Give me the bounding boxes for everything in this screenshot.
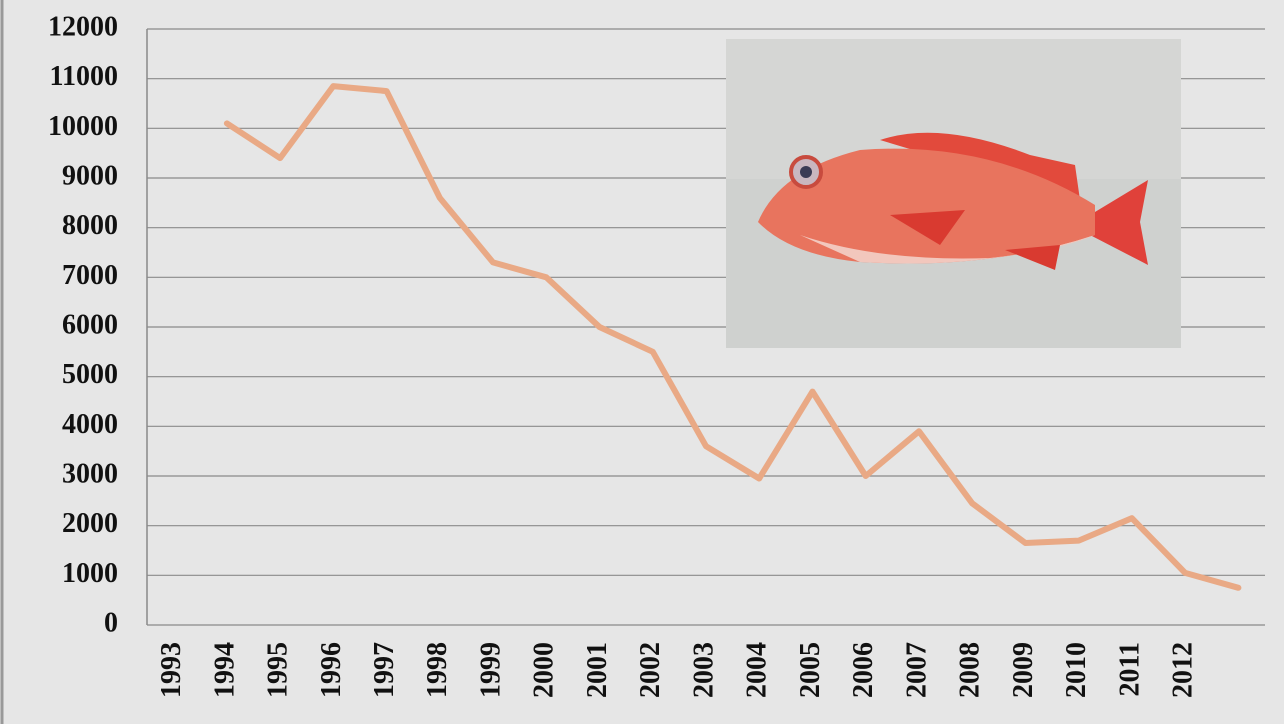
y-tick-label: 7000 [62, 260, 118, 291]
x-tick-label: 1997 [369, 642, 400, 698]
y-tick-label: 11000 [50, 61, 118, 92]
x-tick-label: 2009 [1008, 642, 1039, 698]
x-tick-label: 2007 [901, 642, 932, 698]
fish-belly [800, 235, 1095, 264]
x-tick-label: 2012 [1168, 642, 1199, 698]
y-tick-label: 1000 [62, 558, 118, 589]
y-tick-label: 2000 [62, 508, 118, 539]
plot: 0 1000 2000 3000 4000 5000 6000 7000 8000 9000 100… [48, 11, 1265, 698]
y-tick-label: 3000 [62, 458, 118, 489]
x-tick-label: 1993 [156, 642, 187, 698]
data-line [223, 83, 1242, 591]
x-tick-label: 2010 [1061, 642, 1092, 698]
x-tick-label: 2001 [582, 642, 613, 698]
y-tick-label: 6000 [62, 309, 118, 340]
x-tick-label: 2002 [635, 642, 666, 698]
fish-anal-fin [1005, 245, 1060, 270]
fish-photo [726, 39, 1181, 348]
fish-pectoral [890, 210, 965, 245]
x-tick-label: 2004 [742, 642, 773, 698]
y-tick-label: 4000 [62, 409, 118, 440]
y-tick-label: 5000 [62, 359, 118, 390]
fish-body [758, 148, 1095, 264]
x-tick-label: 1995 [263, 642, 294, 698]
y-tick-label: 8000 [62, 210, 118, 241]
x-tick-label: 2003 [688, 642, 719, 698]
x-tick-label: 1998 [422, 642, 453, 698]
x-tick-label: 2006 [848, 642, 879, 698]
fish-tail [1090, 180, 1148, 265]
x-tick-label: 1994 [209, 642, 240, 698]
y-tick-label: 12000 [48, 11, 118, 42]
x-tick-label: 1996 [316, 642, 347, 698]
y-tick-label: 10000 [48, 111, 118, 142]
x-tick-label: 2011 [1114, 642, 1145, 696]
x-tick-label: 2008 [955, 642, 986, 698]
fish-pupil [800, 166, 812, 178]
y-tick-label: 9000 [62, 160, 118, 191]
x-tick-label: 1999 [475, 642, 506, 698]
x-tick-label: 2005 [795, 642, 826, 698]
y-tick-label: 0 [104, 607, 118, 638]
x-tick-label: 2000 [529, 642, 560, 698]
